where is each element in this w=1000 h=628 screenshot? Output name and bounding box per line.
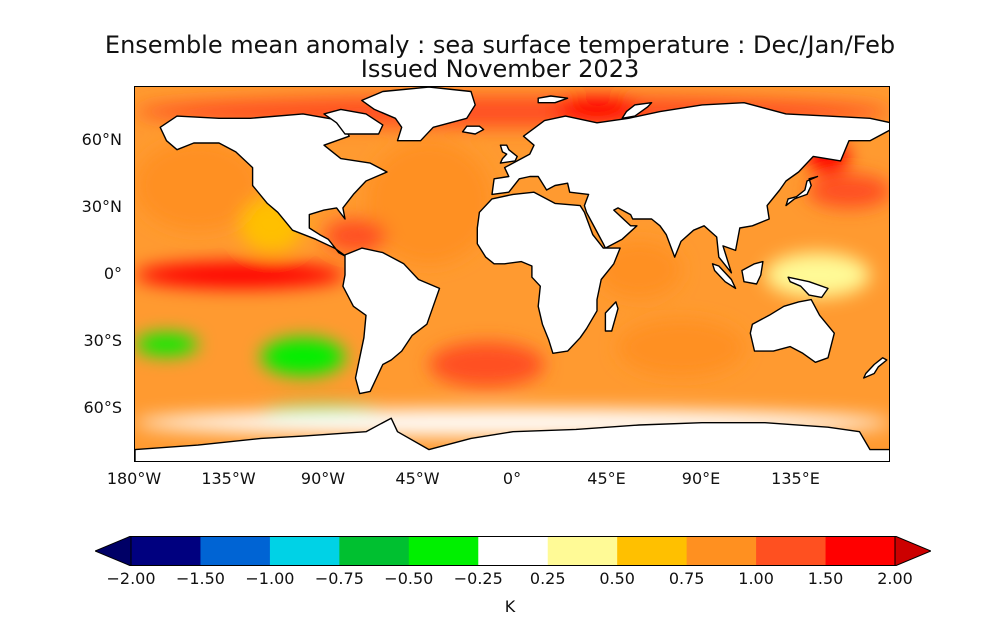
chart-title: Ensemble mean anomaly : sea surface temp… (104, 31, 896, 59)
chart-subtitle: Issued November 2023 (360, 55, 640, 83)
landmass-iceland (461, 125, 485, 135)
landmass-antarctica (135, 417, 889, 461)
landmass-australia (749, 298, 835, 363)
colorbar-segment (756, 536, 827, 566)
colorbar-over-arrow (894, 536, 931, 566)
landmass-eurasia (491, 101, 889, 274)
lon-tick-label: 180°W (106, 469, 162, 488)
colorbar-tick-label: −0.25 (453, 569, 503, 588)
lat-tick-label: 30°N (81, 196, 122, 216)
colorbar-tick-label: −2.00 (106, 569, 156, 588)
lat-tick-label: 60°S (83, 398, 122, 418)
colorbar-segment (200, 536, 271, 566)
lat-tick-label: 30°S (83, 331, 122, 351)
colorbar-tick-label: 1.50 (807, 569, 844, 588)
anomaly-region-12 (765, 252, 870, 298)
anomaly-region-9 (429, 342, 545, 387)
landmass-borneo (741, 260, 764, 285)
anomaly-region-4 (324, 219, 387, 253)
lon-tick-label: 45°W (395, 469, 440, 488)
land-layer (135, 87, 889, 461)
anomaly-region-7 (597, 241, 681, 298)
landmass-uk (499, 144, 518, 164)
colorbar-tick-label: −0.50 (384, 569, 434, 588)
colorbar-tick-label: 0.75 (668, 569, 705, 588)
anomaly-region-6 (555, 95, 639, 123)
lon-tick-label: 135°W (201, 469, 256, 488)
colorbar-unit-label: K (504, 597, 516, 616)
sst-anomaly-map (135, 87, 889, 461)
anomaly-region-0 (135, 261, 345, 289)
landmass-africa (476, 191, 621, 354)
colorbar-tick-label: 1.00 (738, 569, 774, 588)
lat-tick-label: 60°N (81, 129, 122, 149)
colorbar-tick-label: 0.25 (529, 569, 566, 588)
colorbar-segment (478, 536, 549, 566)
lon-tick-label: 0° (502, 469, 522, 488)
colorbar-tick-label: 2.00 (877, 569, 913, 588)
colorbar-tick-label: 0.50 (599, 569, 635, 588)
colorbar-outline (130, 536, 896, 566)
anomaly-region-13 (135, 333, 198, 356)
colorbar-segment (339, 536, 410, 566)
colorbar-tick-label: −1.00 (245, 569, 295, 588)
colorbar-segment (269, 536, 340, 566)
lon-tick-label: 90°W (300, 469, 346, 488)
anomaly-region-1 (135, 140, 261, 231)
colorbar-segment (617, 536, 688, 566)
colorbar-tick-label: −0.75 (314, 569, 364, 588)
anomaly-region-10 (807, 174, 889, 208)
landmass-new-zealand (863, 357, 888, 379)
colorbar (95, 536, 931, 566)
colorbar-under-arrow (95, 536, 132, 566)
anomaly-region-14 (261, 337, 345, 376)
anomaly-region-3 (366, 140, 492, 264)
landmass-japan (785, 175, 819, 207)
landmass-new-guinea (787, 276, 829, 299)
colorbar-segment (131, 536, 201, 566)
colorbar-segment (686, 536, 757, 566)
colorbar-segment (825, 536, 896, 566)
landmass-south-america (342, 247, 441, 395)
landmass-madagascar (604, 301, 619, 332)
colorbar-segment (408, 536, 479, 566)
colorbar-tick-label: −1.50 (175, 569, 225, 588)
map-frame (134, 86, 890, 462)
lat-tick-label: 0° (103, 264, 122, 283)
landmass-svalbard (537, 95, 569, 104)
lon-tick-label: 135°E (771, 469, 820, 488)
lon-tick-label: 90°E (681, 469, 721, 488)
landmass-sumatra (711, 263, 737, 290)
anomaly-region-8 (618, 319, 744, 376)
lon-tick-label: 45°E (587, 469, 626, 488)
landmass-novaya-zemlya (621, 101, 653, 119)
colorbar-segment (547, 536, 618, 566)
landmass-greenland (361, 87, 476, 142)
landmass-baffin-island (323, 108, 384, 135)
